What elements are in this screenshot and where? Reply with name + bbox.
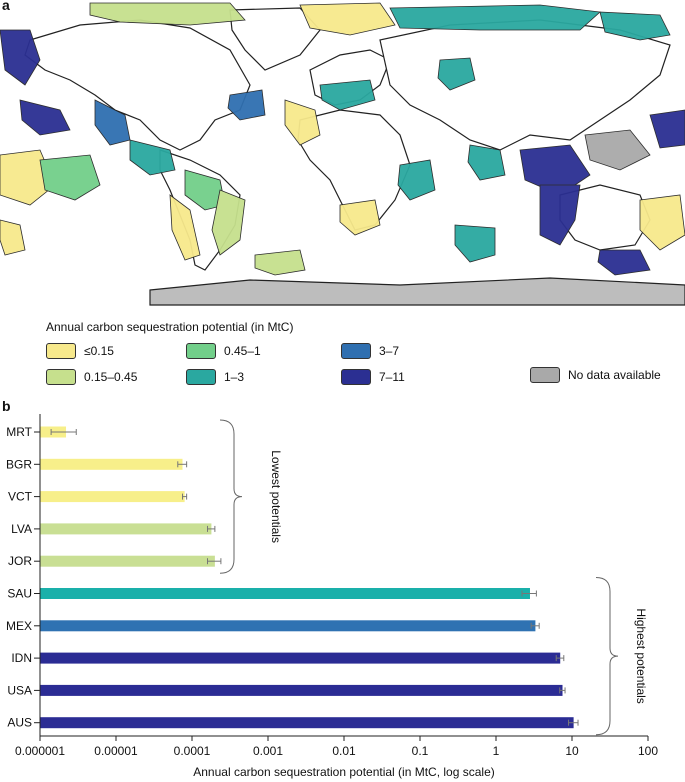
legend-item-3-7: 3–7	[341, 343, 399, 359]
bar	[40, 620, 536, 632]
bar	[40, 458, 183, 470]
x-tick-label: 0.0001	[174, 744, 211, 758]
legend-label: 0.45–1	[224, 344, 261, 358]
bar	[40, 652, 561, 664]
x-tick-label: 0.000001	[15, 744, 65, 758]
x-tick-label: 0.1	[412, 744, 429, 758]
x-tick-label: 0.001	[253, 744, 283, 758]
category-label: AUS	[7, 716, 32, 730]
x-axis: 0.000001 0.00001 0.0001 0.001 0.01 0.1 1 10 100 A…	[15, 735, 658, 779]
legend-label: 0.15–0.45	[84, 370, 138, 384]
north-america-landmass	[24, 19, 251, 151]
legend-item-0-15-0-45: 0.15–0.45	[46, 369, 137, 385]
map-legend-title: Annual carbon sequestration potential (i…	[46, 320, 294, 334]
legend-swatch	[186, 369, 216, 385]
legend-swatch	[46, 369, 76, 385]
legend-label: 1–3	[224, 370, 245, 384]
bar	[40, 684, 563, 696]
x-tick-label: 0.01	[332, 744, 356, 758]
coastal-zones	[0, 2, 685, 276]
panel-a-label: a	[2, 0, 10, 13]
legend-label: 7–11	[379, 370, 405, 384]
bar	[40, 588, 530, 599]
annotation-lowest-potentials: Lowest potentials	[269, 450, 283, 543]
antarctica-landmass	[149, 277, 685, 306]
category-label: LVA	[11, 522, 32, 536]
legend-item-le-0-15: ≤0.15	[46, 343, 114, 359]
legend-swatch	[46, 343, 76, 359]
category-label: MRT	[6, 425, 32, 439]
bar	[40, 717, 574, 729]
annotations-layer: Lowest potentials Highest potentials	[219, 419, 648, 736]
legend-item-1-3: 1–3	[186, 369, 244, 385]
legend-item-0-45-1: 0.45–1	[186, 343, 261, 359]
category-label: USA	[7, 683, 32, 697]
bracket-highest	[595, 577, 619, 736]
annotation-highest-potentials: Highest potentials	[634, 608, 648, 703]
legend-swatch	[341, 343, 371, 359]
bar	[40, 555, 215, 567]
bracket-lowest	[219, 419, 243, 574]
category-label: BGR	[6, 457, 32, 471]
x-axis-title: Annual carbon sequestration potential (i…	[193, 765, 495, 779]
x-tick-label: 1	[493, 744, 500, 758]
legend-swatch	[530, 367, 560, 383]
category-label: JOR	[8, 554, 32, 568]
world-map	[0, 2, 685, 306]
category-label: VCT	[8, 490, 33, 504]
category-label: MEX	[6, 619, 32, 633]
legend-label: 3–7	[379, 344, 400, 358]
category-label: IDN	[11, 651, 32, 665]
bar	[40, 491, 185, 503]
x-tick-label: 0.00001	[94, 744, 138, 758]
x-tick-label: 100	[638, 744, 658, 758]
bars-layer: MRT BGR VCT LVA JOR SAU MEX IDN USA AUS	[6, 414, 579, 736]
panel-b-label: b	[2, 398, 11, 414]
category-label: SAU	[7, 587, 32, 601]
legend-label: No data available	[568, 368, 661, 382]
legend-item-7-11: 7–11	[341, 369, 405, 385]
legend-swatch	[341, 369, 371, 385]
legend-label: ≤0.15	[84, 344, 114, 358]
x-tick-label: 10	[565, 744, 579, 758]
bar	[40, 523, 212, 535]
legend-item-no-data: No data available	[530, 367, 661, 383]
legend-swatch	[186, 343, 216, 359]
land-masses	[24, 7, 685, 306]
